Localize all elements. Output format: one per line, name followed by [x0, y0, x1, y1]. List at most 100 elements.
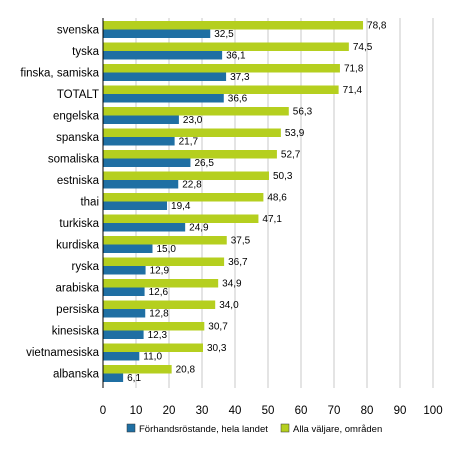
bar-advance-voters: [103, 373, 124, 382]
bar-all-voters: [103, 365, 172, 374]
value-label-advance-voters: 11,0: [143, 352, 162, 363]
bar-all-voters: [103, 279, 219, 288]
legend: Förhandsröstande, hela landet Alla väljar…: [126, 423, 382, 435]
value-label-advance-voters: 15,0: [157, 244, 177, 255]
bar-all-voters: [103, 150, 277, 159]
bar-all-voters: [103, 64, 340, 73]
value-label-all-voters: 34,0: [219, 300, 239, 311]
category-label-kurdiska: kurdiska: [56, 240, 99, 252]
bar-advance-voters: [103, 72, 227, 81]
category-label-totalt: TOTALT: [57, 89, 99, 101]
category-label-arabiska: arabiska: [56, 283, 100, 295]
bar-advance-voters: [103, 115, 179, 124]
x-tick-label: 60: [295, 405, 308, 417]
bar-all-voters: [103, 171, 269, 180]
category-label-svenska: svenska: [57, 25, 100, 37]
value-label-advance-voters: 37,3: [230, 72, 250, 83]
category-label-kinesiska: kinesiska: [52, 326, 100, 338]
value-label-all-voters: 50,3: [273, 171, 293, 182]
value-label-all-voters: 34,9: [222, 279, 242, 290]
bar-all-voters: [103, 322, 205, 331]
category-label-persiska: persiska: [56, 304, 99, 316]
bar-advance-voters: [103, 180, 179, 189]
category-label-spanska: spanska: [56, 132, 99, 144]
legend-label: Förhandsröstande, hela landet: [139, 424, 268, 435]
x-tick-label: 70: [328, 405, 341, 417]
value-label-all-voters: 53,9: [285, 128, 305, 139]
category-label-engelska: engelska: [53, 111, 100, 123]
category-label-tyska: tyska: [72, 46, 99, 58]
x-tick-label: 0: [100, 405, 106, 417]
value-label-advance-voters: 24,9: [189, 223, 209, 234]
bar-all-voters: [103, 42, 349, 51]
value-label-all-voters: 71,8: [344, 64, 364, 75]
category-label-vietnamesiska: vietnamesiska: [26, 347, 99, 359]
value-label-all-voters: 20,8: [176, 365, 196, 376]
value-label-all-voters: 78,8: [367, 21, 387, 32]
value-label-advance-voters: 12,3: [148, 330, 168, 341]
bar-advance-voters: [103, 352, 140, 361]
value-label-advance-voters: 6,1: [127, 373, 141, 384]
value-label-all-voters: 36,7: [228, 257, 248, 268]
x-tick-label: 100: [423, 405, 442, 417]
bar-advance-voters: [103, 29, 211, 38]
value-label-all-voters: 30,3: [207, 343, 227, 354]
bar-all-voters: [103, 257, 225, 266]
legend-swatch: [280, 423, 290, 433]
bar-advance-voters: [103, 137, 175, 146]
legend-label: Alla väljare, områden: [293, 424, 382, 435]
bar-all-voters: [103, 343, 203, 352]
bar-advance-voters: [103, 94, 224, 103]
bar-advance-voters: [103, 201, 168, 210]
legend-swatch: [126, 423, 136, 433]
bar-advance-voters: [103, 266, 146, 275]
value-label-advance-voters: 21,7: [179, 137, 199, 148]
value-label-all-voters: 74,5: [353, 42, 373, 53]
bar-all-voters: [103, 21, 364, 30]
value-label-advance-voters: 12,8: [149, 309, 169, 320]
value-label-all-voters: 48,6: [267, 193, 287, 204]
bar-advance-voters: [103, 158, 191, 167]
category-labels: svenska tyska finska, samiska TOTALT engelsk…: [20, 25, 99, 381]
category-label-thai: thai: [80, 197, 99, 209]
x-tick-label: 90: [394, 405, 407, 417]
x-tick-label: 20: [163, 405, 176, 417]
x-tick-label: 10: [130, 405, 143, 417]
bar-all-voters: [103, 85, 339, 94]
value-label-advance-voters: 19,4: [171, 201, 191, 212]
x-axis-ticks: 0 10 20 30 40 50 60 70 80 90 100: [100, 405, 443, 417]
category-label-somaliska: somaliska: [48, 154, 100, 166]
value-label-advance-voters: 12,6: [149, 287, 169, 298]
bar-all-voters: [103, 214, 259, 223]
value-label-advance-voters: 22,8: [182, 180, 202, 191]
bar-advance-voters: [103, 244, 153, 253]
value-label-all-voters: 56,3: [293, 107, 313, 118]
bar-advance-voters: [103, 51, 223, 60]
value-labels: 78,8 32,5 74,5 36,1 71,8 37,3 71,4 36,6 56,3 23,0…: [127, 21, 387, 385]
bar-all-voters: [103, 193, 264, 202]
value-label-advance-voters: 32,5: [214, 29, 234, 40]
bar-all-voters: [103, 236, 227, 245]
value-label-all-voters: 37,5: [231, 236, 251, 247]
value-label-advance-voters: 26,5: [194, 158, 214, 169]
bar-all-voters: [103, 107, 289, 116]
value-label-all-voters: 47,1: [262, 214, 282, 225]
value-label-all-voters: 52,7: [281, 150, 301, 161]
bar-advance-voters: [103, 309, 146, 318]
value-label-all-voters: 30,7: [208, 322, 228, 333]
bar-advance-voters: [103, 287, 145, 296]
category-label-ryska: ryska: [72, 261, 100, 273]
category-label-turkiska: turkiska: [59, 218, 99, 230]
bar-all-voters: [103, 300, 216, 309]
category-label-estniska: estniska: [57, 175, 100, 187]
bar-advance-voters: [103, 223, 186, 232]
bar-all-voters: [103, 128, 281, 137]
x-tick-label: 30: [196, 405, 209, 417]
value-label-advance-voters: 36,1: [226, 51, 246, 62]
category-label-finska-samiska: finska, samiska: [20, 68, 99, 80]
category-label-albanska: albanska: [53, 369, 100, 381]
bars: [103, 21, 364, 382]
value-label-advance-voters: 36,6: [228, 94, 248, 105]
value-label-advance-voters: 23,0: [183, 115, 203, 126]
